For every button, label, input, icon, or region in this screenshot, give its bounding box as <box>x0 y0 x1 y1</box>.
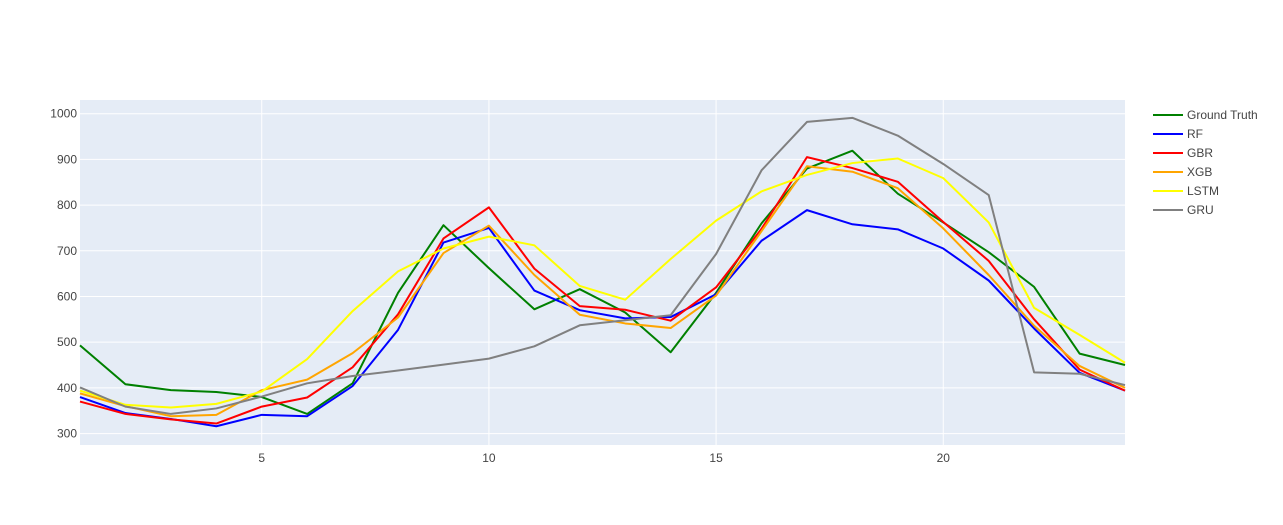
x-tick-label: 15 <box>709 451 723 465</box>
legend-item-gbr[interactable]: GBR <box>1153 146 1213 160</box>
legend-label: RF <box>1187 127 1203 141</box>
legend-label: GBR <box>1187 146 1213 160</box>
series-line-gbr <box>79 156 1126 425</box>
x-tick-label: 10 <box>482 451 496 465</box>
legend-label: LSTM <box>1187 184 1219 198</box>
legend-label: Ground Truth <box>1187 108 1258 122</box>
legend-label: GRU <box>1187 203 1214 217</box>
legend-item-rf[interactable]: RF <box>1153 127 1203 141</box>
y-gridlines <box>80 113 1125 435</box>
y-tick-label: 300 <box>57 427 77 441</box>
legend-label: XGB <box>1187 165 1212 179</box>
series-line-gru <box>79 116 1126 415</box>
x-axis-tick-labels: 5 10 15 20 <box>258 451 950 465</box>
legend-item-xgb[interactable]: XGB <box>1153 165 1212 179</box>
legend-item-ground-truth[interactable]: Ground Truth <box>1153 108 1258 122</box>
y-tick-label: 600 <box>57 289 77 303</box>
legend[interactable]: Ground Truth RF GBR XGB LSTM GRU <box>1153 108 1258 217</box>
legend-item-gru[interactable]: GRU <box>1153 203 1214 217</box>
series-line-lstm <box>79 157 1126 409</box>
y-tick-label: 500 <box>57 335 77 349</box>
y-tick-label: 700 <box>57 244 77 258</box>
legend-item-lstm[interactable]: LSTM <box>1153 184 1219 198</box>
x-tick-label: 5 <box>258 451 265 465</box>
y-tick-label: 900 <box>57 152 77 166</box>
y-tick-label: 800 <box>57 198 77 212</box>
x-gridlines <box>261 100 944 445</box>
y-axis-tick-labels: 300 400 500 600 700 800 900 1000 <box>50 107 77 441</box>
y-tick-label: 400 <box>57 381 77 395</box>
y-tick-label: 1000 <box>50 107 77 121</box>
series-lines <box>79 116 1126 428</box>
series-line-rf <box>79 209 1126 428</box>
x-tick-label: 20 <box>937 451 951 465</box>
